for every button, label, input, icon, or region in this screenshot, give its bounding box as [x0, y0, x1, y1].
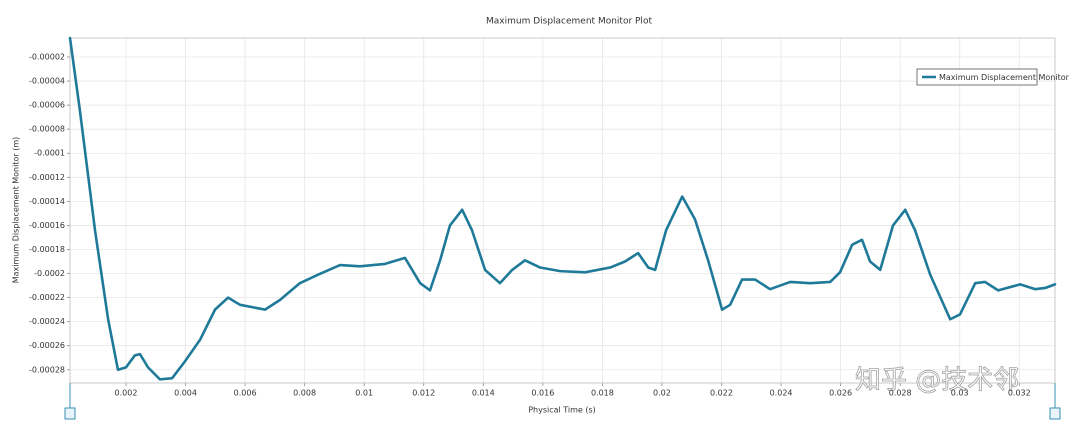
x-tick-label: 0.016 [531, 389, 554, 398]
y-axis-label: Maximum Displacement Monitor (m) [12, 137, 21, 284]
x-tick-label: 0.012 [412, 389, 435, 398]
y-tick-label: -0.00026 [29, 341, 65, 350]
x-tick-label: 0.03 [951, 389, 969, 398]
x-tick-label: 0.014 [472, 389, 495, 398]
range-handles[interactable] [64, 383, 1061, 420]
y-tick-label: -0.00024 [29, 317, 65, 326]
y-tick-label: -0.00008 [29, 125, 65, 134]
legend: Maximum Displacement Monitor [916, 68, 1070, 86]
y-tick-label: -0.0001 [34, 149, 65, 158]
x-tick-label: 0.006 [234, 389, 257, 398]
series-line [68, 36, 1057, 381]
y-tick-label: -0.00004 [29, 77, 65, 86]
x-axis-label: Physical Time (s) [528, 406, 596, 415]
y-tick-label: -0.00016 [29, 221, 65, 230]
y-tick-label: -0.00028 [29, 365, 65, 374]
grid [67, 38, 1055, 386]
watermark: 知乎 @技术邻 [855, 366, 1019, 396]
y-tick-label: -0.00014 [29, 197, 65, 206]
legend-box [916, 68, 1038, 86]
y-tick-label: -0.00012 [29, 173, 65, 182]
x-tick-label: 0.01 [355, 389, 373, 398]
left-handle[interactable] [64, 407, 76, 420]
x-tick-label: 0.02 [653, 389, 671, 398]
x-tick-label: 0.018 [591, 389, 614, 398]
x-tick-label: 0.032 [1008, 389, 1031, 398]
y-tick-label: -0.00002 [29, 53, 65, 62]
y-tick-label: -0.00022 [29, 293, 65, 302]
right-handle[interactable] [1049, 407, 1061, 420]
y-tick-label: -0.00018 [29, 245, 65, 254]
legend-label: Maximum Displacement Monitor [939, 73, 1070, 82]
chart-title: Maximum Displacement Monitor Plot [486, 17, 652, 27]
series-layer [68, 36, 1057, 381]
x-tick-label: 0.026 [829, 389, 852, 398]
x-tick-label: 0.008 [293, 389, 316, 398]
x-tick-label: 0.024 [770, 389, 793, 398]
y-tick-label: -0.0002 [34, 269, 65, 278]
x-tick-label: 0.028 [889, 389, 912, 398]
plot-frame [69, 37, 1056, 384]
x-tick-label: 0.002 [115, 389, 138, 398]
x-tick-label: 0.022 [710, 389, 733, 398]
y-tick-label: -0.00006 [29, 101, 65, 110]
x-tick-label: 0.004 [174, 389, 197, 398]
